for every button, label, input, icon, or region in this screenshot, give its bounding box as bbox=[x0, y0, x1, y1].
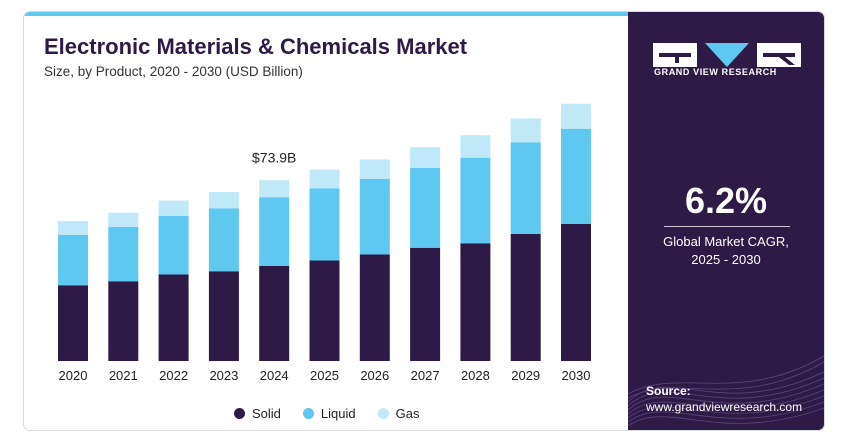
bar-segment-solid-2029 bbox=[510, 234, 541, 361]
bar-segment-solid-2028 bbox=[460, 243, 491, 361]
x-tick-label-2027: 2027 bbox=[411, 368, 440, 383]
x-tick-label-2020: 2020 bbox=[59, 368, 88, 383]
stacked-bar-chart: 2020 2021 2022 2023 2024 $73.9B 2025 2026 2027 20… bbox=[58, 103, 591, 383]
x-tick-label-2024: 2024 bbox=[260, 368, 289, 383]
legend-swatch-solid bbox=[234, 408, 245, 419]
bar-segment-gas-2028 bbox=[460, 135, 491, 158]
bar-segment-gas-2020 bbox=[58, 221, 88, 235]
accent-strip bbox=[24, 12, 628, 16]
bar-segment-liquid-2022 bbox=[158, 215, 189, 275]
grand-view-research-logo bbox=[653, 43, 801, 67]
chart-title: Electronic Materials & Chemicals Market bbox=[44, 34, 468, 59]
legend-label-liquid: Liquid bbox=[320, 406, 356, 421]
data-label-2024: $73.9B bbox=[252, 149, 296, 165]
logo-text: GRAND VIEW RESEARCH bbox=[654, 67, 777, 77]
chart-subtitle: Size, by Product, 2020 - 2030 (USD Billi… bbox=[44, 64, 303, 79]
x-tick-label-2029: 2029 bbox=[511, 368, 540, 383]
cagr-divider bbox=[664, 226, 790, 227]
side-panel: GRAND VIEW RESEARCH 6.2% Global Market C… bbox=[628, 12, 824, 430]
bar-segment-solid-2027 bbox=[410, 247, 441, 361]
bar-segment-liquid-2029 bbox=[510, 142, 541, 234]
bar-segment-gas-2027 bbox=[410, 147, 441, 168]
bar-segment-solid-2030 bbox=[561, 224, 591, 361]
x-tick-label-2025: 2025 bbox=[310, 368, 339, 383]
x-tick-label-2028: 2028 bbox=[461, 368, 490, 383]
bar-segment-liquid-2026 bbox=[359, 178, 390, 255]
bar-segment-solid-2022 bbox=[158, 274, 189, 361]
legend-item-gas: Gas bbox=[377, 406, 420, 421]
infographic-card: Electronic Materials & Chemicals Market … bbox=[24, 12, 824, 430]
x-tick-label-2026: 2026 bbox=[360, 368, 389, 383]
bar-segment-solid-2023 bbox=[208, 271, 239, 361]
bar-segment-gas-2024 bbox=[259, 180, 290, 198]
bar-segment-solid-2020 bbox=[58, 285, 88, 361]
legend-label-gas: Gas bbox=[395, 406, 420, 421]
source-label: Source: bbox=[646, 384, 691, 398]
legend-item-liquid: Liquid bbox=[302, 406, 356, 421]
bar-segment-solid-2026 bbox=[359, 254, 390, 361]
bar-segment-liquid-2027 bbox=[410, 168, 441, 248]
bar-segment-gas-2030 bbox=[561, 103, 591, 129]
bar-segment-gas-2021 bbox=[108, 212, 139, 227]
bar-segment-liquid-2021 bbox=[108, 227, 139, 282]
bar-segment-gas-2025 bbox=[309, 169, 340, 189]
bar-segment-liquid-2023 bbox=[208, 208, 239, 272]
cagr-label-line2: 2025 - 2030 bbox=[691, 252, 761, 267]
source-url[interactable]: www.grandviewresearch.com bbox=[646, 400, 803, 414]
bar-segment-liquid-2030 bbox=[561, 128, 591, 224]
x-tick-label-2022: 2022 bbox=[159, 368, 188, 383]
cagr-label-line1: Global Market CAGR, bbox=[663, 234, 789, 249]
bar-segment-gas-2023 bbox=[208, 192, 239, 209]
legend-item-solid: Solid bbox=[234, 406, 281, 421]
cagr-value: 6.2% bbox=[684, 180, 768, 221]
x-tick-label-2023: 2023 bbox=[209, 368, 238, 383]
bar-segment-gas-2026 bbox=[359, 159, 390, 179]
x-tick-label-2021: 2021 bbox=[109, 368, 138, 383]
bar-segment-liquid-2025 bbox=[309, 188, 340, 261]
chart-legend: Solid Liquid Gas bbox=[234, 406, 419, 421]
bar-segment-solid-2021 bbox=[108, 281, 139, 361]
cagr-label: Global Market CAGR, 2025 - 2030 bbox=[628, 233, 824, 269]
bar-segment-solid-2024 bbox=[259, 266, 290, 361]
legend-label-solid: Solid bbox=[252, 406, 281, 421]
decorative-wave-pattern bbox=[628, 355, 824, 427]
bar-segment-liquid-2024 bbox=[259, 197, 290, 266]
bar-segment-liquid-2028 bbox=[460, 157, 491, 244]
bar-segment-solid-2025 bbox=[309, 260, 340, 361]
bar-segment-gas-2029 bbox=[510, 118, 541, 143]
chart-panel: Electronic Materials & Chemicals Market … bbox=[24, 12, 628, 430]
bar-segment-gas-2022 bbox=[158, 200, 189, 216]
legend-swatch-liquid bbox=[302, 408, 314, 419]
x-tick-label-2030: 2030 bbox=[562, 368, 591, 383]
bar-segment-liquid-2020 bbox=[58, 234, 88, 286]
legend-swatch-gas bbox=[377, 408, 389, 419]
